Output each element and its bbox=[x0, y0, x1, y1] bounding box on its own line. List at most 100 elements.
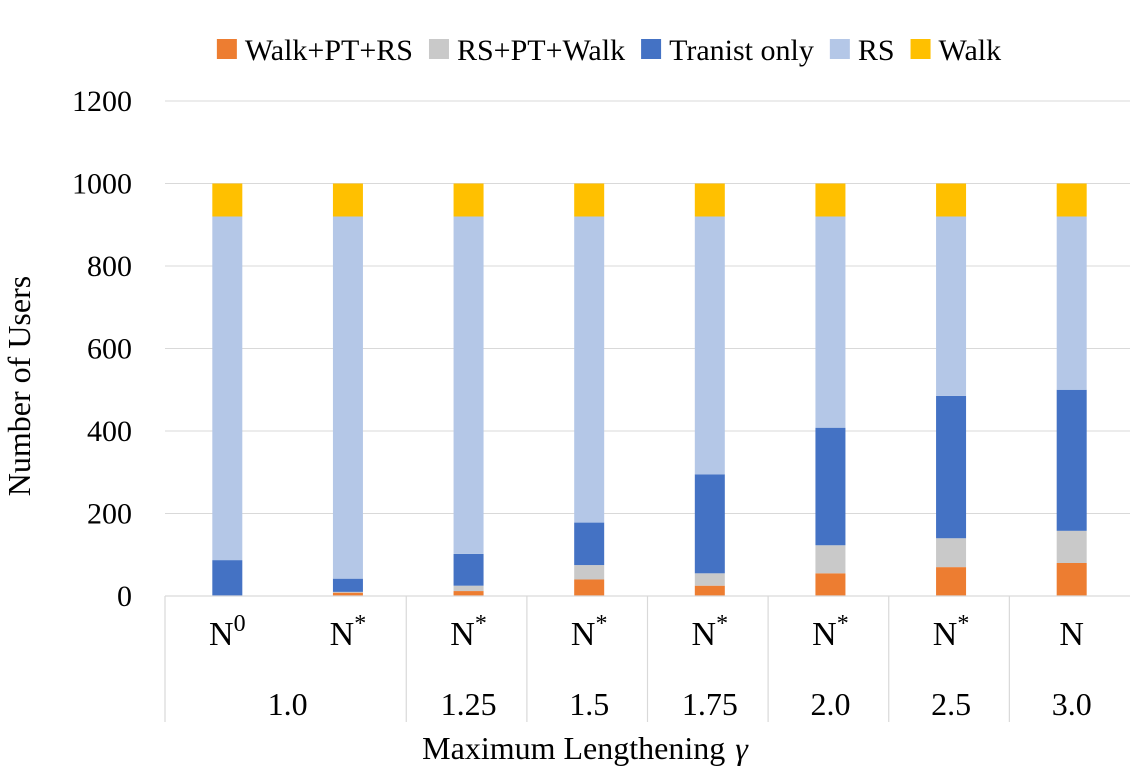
legend-item-tranist-only: Tranist only bbox=[641, 34, 814, 67]
bar-rs-6 bbox=[815, 216, 846, 428]
legend-swatch bbox=[910, 39, 931, 59]
category-label-base: N bbox=[812, 616, 837, 653]
bar-walk-5 bbox=[694, 183, 725, 217]
group-label-3.0: 3.0 bbox=[1052, 686, 1092, 722]
legend-label: Walk bbox=[939, 34, 1002, 67]
bar-rs-pt-walk-7 bbox=[936, 538, 967, 568]
bar-rs-pt-walk-5 bbox=[694, 573, 725, 586]
bar-walk-pt-rs-6 bbox=[815, 573, 846, 596]
category-label-base: N bbox=[330, 616, 355, 653]
bar-walk-2 bbox=[332, 183, 363, 217]
group-label-1.5: 1.5 bbox=[569, 686, 609, 722]
group-label-2.0: 2.0 bbox=[810, 686, 850, 722]
bar-walk-4 bbox=[574, 183, 605, 217]
bar-rs-1 bbox=[212, 216, 243, 561]
group-label-1.0: 1.0 bbox=[268, 686, 308, 722]
y-tick-label-400: 400 bbox=[87, 415, 132, 448]
category-label-base: N bbox=[933, 616, 958, 653]
bar-rs-pt-walk-8 bbox=[1056, 530, 1087, 563]
category-label-1: N0 bbox=[209, 611, 246, 653]
bar-rs-7 bbox=[936, 216, 967, 396]
category-label-sup: * bbox=[475, 611, 487, 637]
bar-walk-8 bbox=[1056, 183, 1087, 217]
bar-walk-3 bbox=[453, 183, 484, 217]
bar-walk-pt-rs-5 bbox=[694, 585, 725, 596]
category-label-5: N* bbox=[692, 611, 729, 653]
legend-label: RS+PT+Walk bbox=[457, 34, 625, 67]
legend-label: RS bbox=[858, 34, 895, 67]
category-label-8: N bbox=[1059, 616, 1084, 653]
y-tick-label-1000: 1000 bbox=[72, 168, 132, 201]
x-axis-title: Maximum Lengthening γ bbox=[422, 730, 749, 766]
legend: Walk+PT+RS RS+PT+Walk Tranist only RS Walk bbox=[216, 34, 1002, 67]
bar-walk-pt-rs-4 bbox=[574, 579, 605, 596]
group-label-2.5: 2.5 bbox=[931, 686, 971, 722]
y-axis-title: Number of Users bbox=[1, 276, 37, 496]
category-label-sup: * bbox=[595, 611, 607, 637]
x-axis-title-text: Maximum Lengthening bbox=[422, 730, 725, 766]
legend-item-rs-pt-walk: RS+PT+Walk bbox=[428, 34, 625, 67]
bar-tranist-only-3 bbox=[453, 553, 484, 586]
category-label-6: N* bbox=[812, 611, 849, 653]
legend-label: Tranist only bbox=[669, 34, 814, 67]
bar-tranist-only-2 bbox=[332, 578, 363, 592]
gridlines bbox=[165, 100, 1130, 514]
category-label-2: N* bbox=[330, 611, 367, 653]
category-label-sup: * bbox=[837, 611, 849, 637]
bar-tranist-only-6 bbox=[815, 427, 846, 546]
y-tick-label-600: 600 bbox=[87, 333, 132, 366]
bar-walk-pt-rs-3 bbox=[453, 591, 484, 596]
y-tick-label-1200: 1200 bbox=[72, 85, 132, 118]
category-label-3: N* bbox=[450, 611, 487, 653]
bar-rs-pt-walk-4 bbox=[574, 565, 605, 580]
y-tick-label-800: 800 bbox=[87, 250, 132, 283]
bar-walk-1 bbox=[212, 183, 243, 217]
bar-rs-pt-walk-6 bbox=[815, 545, 846, 574]
bar-walk-7 bbox=[936, 183, 967, 217]
category-label-base: N bbox=[209, 616, 234, 653]
legend-item-walk: Walk bbox=[910, 34, 1002, 67]
bar-walk-pt-rs-2 bbox=[332, 592, 363, 596]
bar-rs-5 bbox=[694, 216, 725, 475]
bar-rs-2 bbox=[332, 216, 363, 579]
category-label-4: N* bbox=[571, 611, 608, 653]
category-label-base: N bbox=[450, 616, 475, 653]
bar-tranist-only-5 bbox=[694, 474, 725, 574]
category-label-sup: * bbox=[957, 611, 969, 637]
bar-rs-pt-walk-3 bbox=[453, 585, 484, 592]
legend-swatch bbox=[428, 39, 449, 59]
bar-walk-6 bbox=[815, 183, 846, 217]
bar-tranist-only-8 bbox=[1056, 389, 1087, 531]
bar-rs-8 bbox=[1056, 216, 1087, 390]
legend-swatch bbox=[641, 39, 662, 59]
legend-item-walk-pt-rs: Walk+PT+RS bbox=[216, 34, 413, 67]
category-label-sup: 0 bbox=[234, 611, 246, 637]
legend-swatch bbox=[216, 39, 237, 59]
bar-tranist-only-4 bbox=[574, 522, 605, 566]
bar-walk-pt-rs-7 bbox=[936, 567, 967, 596]
y-tick-label-0: 0 bbox=[117, 580, 132, 613]
bar-rs-3 bbox=[453, 216, 484, 554]
legend-swatch bbox=[829, 39, 850, 59]
bar-walk-pt-rs-8 bbox=[1056, 563, 1087, 596]
group-label-1.75: 1.75 bbox=[682, 686, 738, 722]
bars bbox=[212, 183, 1087, 596]
y-tick-label-200: 200 bbox=[87, 498, 132, 531]
x-axis-title-symbol: γ bbox=[735, 730, 749, 766]
legend-item-rs: RS bbox=[829, 34, 895, 67]
category-label-sup: * bbox=[716, 611, 728, 637]
category-label-base: N bbox=[692, 616, 717, 653]
category-label-base: N bbox=[571, 616, 596, 653]
legend-label: Walk+PT+RS bbox=[245, 34, 413, 67]
group-label-1.25: 1.25 bbox=[441, 686, 497, 722]
bar-rs-4 bbox=[574, 216, 605, 523]
category-label-sup: * bbox=[354, 611, 366, 637]
bar-tranist-only-1 bbox=[212, 560, 243, 596]
category-label-base: N bbox=[1059, 616, 1084, 653]
category-label-7: N* bbox=[933, 611, 970, 653]
bar-tranist-only-7 bbox=[936, 395, 967, 539]
bar-rs-pt-walk-2 bbox=[332, 591, 363, 593]
x-axis: N0 N* N* N* N* N* N* N1.0 1.25 1.5 1.75 2.0 2.5 3.0 bbox=[164, 595, 1130, 722]
y-axis-ticks: 0 200 400 600 800 1000 1200 bbox=[72, 85, 132, 613]
